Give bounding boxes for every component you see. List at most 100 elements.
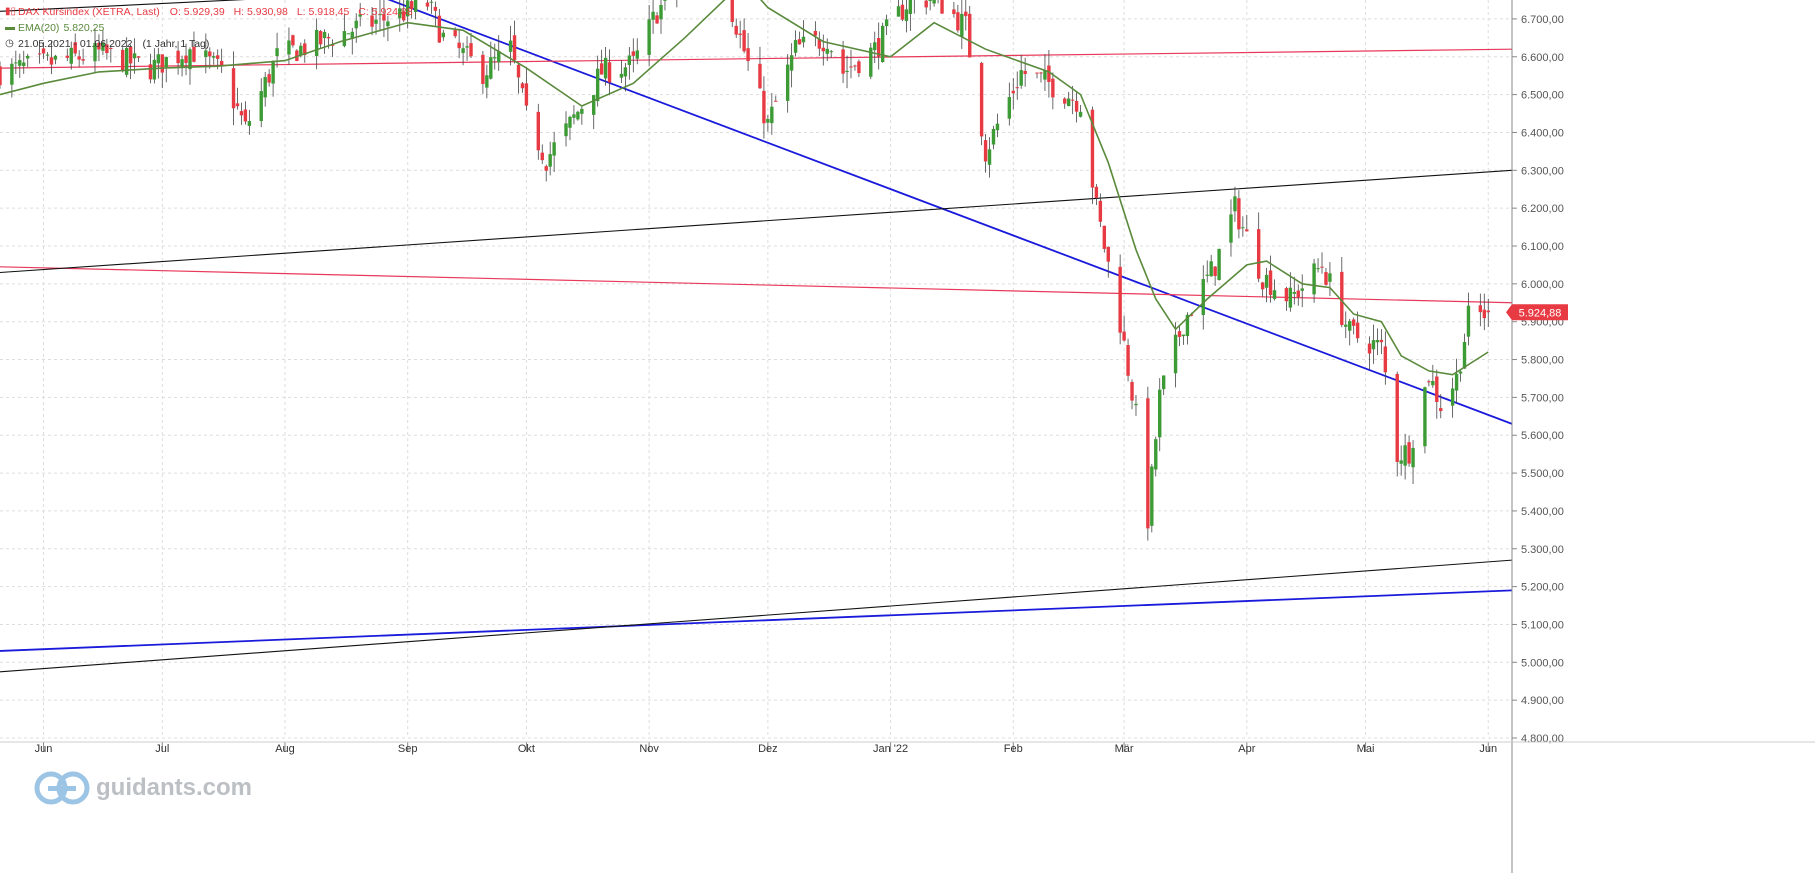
- candle-up: [346, 33, 351, 35]
- candle-up: [1403, 445, 1407, 466]
- candle-up: [247, 121, 252, 126]
- candle-up: [1043, 70, 1047, 80]
- candle-down: [160, 54, 164, 73]
- trendline: [0, 0, 246, 12]
- candle-up: [623, 67, 628, 77]
- candle-up: [132, 53, 137, 59]
- candle-down: [1122, 331, 1126, 341]
- clock-icon: ◷: [5, 38, 14, 49]
- candle-up: [374, 19, 378, 24]
- candle-up: [101, 42, 105, 51]
- candle-up: [1348, 321, 1352, 331]
- candle-down: [121, 49, 125, 72]
- x-tick-label: Apr: [1238, 743, 1255, 755]
- candle-up: [1019, 70, 1023, 86]
- candle-down: [1284, 288, 1289, 302]
- candle-down: [97, 42, 101, 50]
- x-tick-label: Jan '22: [873, 743, 908, 755]
- y-tick-label: 6.500,00: [1521, 90, 1564, 102]
- trendlines: [0, 0, 1513, 673]
- legend-high: H: 5.930,98: [233, 6, 288, 18]
- candle-up: [299, 45, 303, 56]
- candle-down: [1098, 200, 1103, 222]
- candle-down: [968, 13, 972, 58]
- candle-up: [1078, 111, 1083, 117]
- candle-down: [243, 109, 248, 122]
- legend-ema-value: 5.820,25: [63, 22, 105, 34]
- candle-down: [877, 37, 881, 57]
- candle-up: [663, 0, 667, 1]
- candle-down: [1435, 376, 1439, 402]
- y-tick-label: 4.900,00: [1521, 695, 1564, 707]
- x-tick-label: Jun: [35, 743, 53, 755]
- candle-up: [829, 51, 833, 53]
- brand-logo: guidants.com: [34, 771, 252, 805]
- legend-close: C: 5.924,88: [358, 6, 413, 18]
- candle-down: [231, 68, 236, 109]
- x-tick-label: Dez: [758, 743, 778, 755]
- candle-up: [880, 25, 885, 63]
- candle-up: [180, 59, 184, 67]
- candle-down: [1118, 266, 1122, 333]
- candle-down: [1146, 398, 1150, 529]
- candle-down: [1383, 346, 1388, 373]
- candle-down: [536, 111, 541, 151]
- candle-down: [291, 35, 295, 46]
- candle-down: [979, 62, 984, 137]
- candle-up: [991, 128, 996, 145]
- candle-up: [1316, 268, 1320, 270]
- candle-down: [453, 30, 457, 37]
- chart-grid: [0, 0, 1512, 739]
- candle-up: [568, 116, 572, 128]
- candle-down: [1126, 345, 1130, 376]
- y-tick-label: 6.700,00: [1521, 14, 1564, 26]
- legend-interval: (1 Jahr, 1 Tag): [142, 38, 210, 50]
- candle-up: [378, 14, 382, 16]
- candle-up: [1450, 388, 1455, 406]
- x-tick-label: Feb: [1004, 743, 1023, 755]
- candle-down: [900, 4, 905, 20]
- candle-up: [908, 0, 913, 14]
- candle-up: [18, 60, 22, 66]
- candle-down: [746, 48, 750, 62]
- candle-down: [437, 15, 442, 43]
- candle-up: [212, 56, 216, 58]
- candle-down: [1015, 87, 1019, 89]
- candle-up: [1288, 287, 1293, 308]
- candles: [0, 0, 1490, 541]
- candle-up: [413, 0, 418, 12]
- candle-down: [469, 43, 473, 57]
- candle-down: [1070, 99, 1075, 101]
- candle-up: [1007, 97, 1012, 119]
- candle-down: [1395, 373, 1399, 462]
- candle-down: [774, 100, 778, 102]
- candle-down: [1090, 109, 1095, 188]
- legend-ema-label: EMA(20): [18, 22, 60, 34]
- y-tick-label: 5.100,00: [1521, 619, 1564, 631]
- candle-up: [405, 0, 410, 17]
- candle-up: [595, 68, 600, 102]
- candle-down: [1237, 198, 1241, 230]
- y-tick-label: 6.300,00: [1521, 165, 1564, 177]
- candle-up: [354, 20, 358, 29]
- candle-up: [152, 59, 157, 80]
- candle-up: [651, 11, 655, 20]
- candle-up: [873, 42, 877, 51]
- candle-down: [857, 61, 861, 74]
- candle-up: [647, 19, 651, 55]
- brand-name: guidants.com: [96, 774, 253, 801]
- candle-down: [738, 33, 742, 35]
- candle-up: [932, 0, 936, 4]
- candle-down: [849, 66, 853, 68]
- candle-up: [770, 106, 774, 124]
- candle-up: [1229, 214, 1233, 243]
- y-tick-label: 5.700,00: [1521, 392, 1564, 404]
- x-tick-label: Okt: [518, 743, 535, 755]
- candle-up: [1173, 334, 1178, 374]
- candle-up: [1292, 292, 1297, 294]
- candle-down: [853, 65, 857, 67]
- candle-up: [93, 43, 97, 62]
- candle-up: [465, 46, 469, 48]
- candle-down: [1260, 282, 1265, 290]
